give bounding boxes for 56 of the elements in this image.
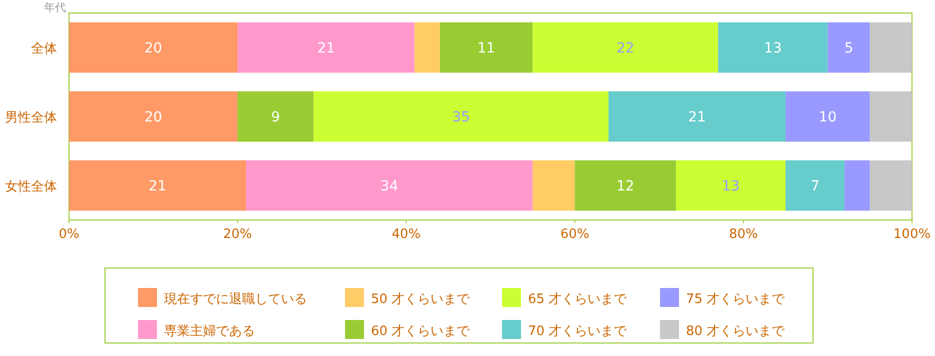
bar (718, 22, 828, 73)
data-label: 11 (477, 40, 496, 56)
data-label: 21 (317, 40, 336, 56)
bar (69, 22, 238, 73)
x-tick-label: 40% (392, 227, 421, 242)
legend-label: 80 才くらいまで (686, 324, 786, 339)
data-label: 21 (148, 178, 166, 194)
x-tick-label: 60% (560, 227, 590, 242)
bar (574, 160, 676, 211)
bar (828, 22, 870, 73)
legend-label: 60 才くらいまで (371, 324, 471, 339)
data-label: 13 (722, 178, 740, 194)
data-label: 12 (616, 178, 634, 194)
legend-label: 65 才くらいまで (528, 292, 628, 307)
bar (608, 91, 786, 142)
data-label: 21 (688, 110, 706, 126)
bar (532, 160, 575, 211)
data-label: 34 (380, 178, 398, 194)
data-label: 13 (764, 40, 782, 56)
bar (313, 91, 609, 142)
legend-label: 現在すでに退職している (164, 292, 307, 307)
bar (676, 160, 786, 211)
bar (246, 160, 533, 211)
y-tick-label: 女性全体 (5, 180, 57, 194)
x-tick-label: 100% (893, 227, 931, 242)
data-label: 20 (144, 40, 162, 56)
bar (440, 22, 533, 73)
x-tick-label: 20% (223, 227, 252, 242)
y-tick-label: 男性全体 (5, 110, 57, 126)
legend-label: 70 才くらいまで (528, 324, 628, 339)
data-label: 35 (452, 110, 470, 126)
bar (786, 91, 870, 142)
y-axis-title: 年代 (44, 1, 66, 14)
bar (870, 160, 912, 211)
y-tick-label: 全体 (31, 42, 57, 56)
legend-label: 専業主婦である (164, 323, 255, 339)
bar (69, 91, 238, 142)
data-label: 22 (616, 40, 634, 56)
bar (414, 22, 440, 73)
bar (870, 22, 912, 73)
x-tick-label: 80% (728, 227, 758, 242)
bar (238, 91, 314, 142)
data-label: 7 (810, 178, 820, 194)
data-label: 9 (271, 110, 280, 126)
x-tick-label: 0% (58, 227, 80, 242)
data-label: 5 (844, 40, 854, 56)
bar (786, 160, 845, 211)
legend-label: 50 才くらいまで (371, 292, 471, 307)
bar (844, 160, 870, 211)
data-label: 20 (144, 110, 162, 126)
bar (870, 91, 912, 142)
bar (69, 160, 246, 211)
bar (532, 22, 718, 73)
data-label: 10 (818, 110, 837, 126)
bar (238, 22, 415, 73)
legend-label: 75 才くらいまで (686, 292, 786, 307)
